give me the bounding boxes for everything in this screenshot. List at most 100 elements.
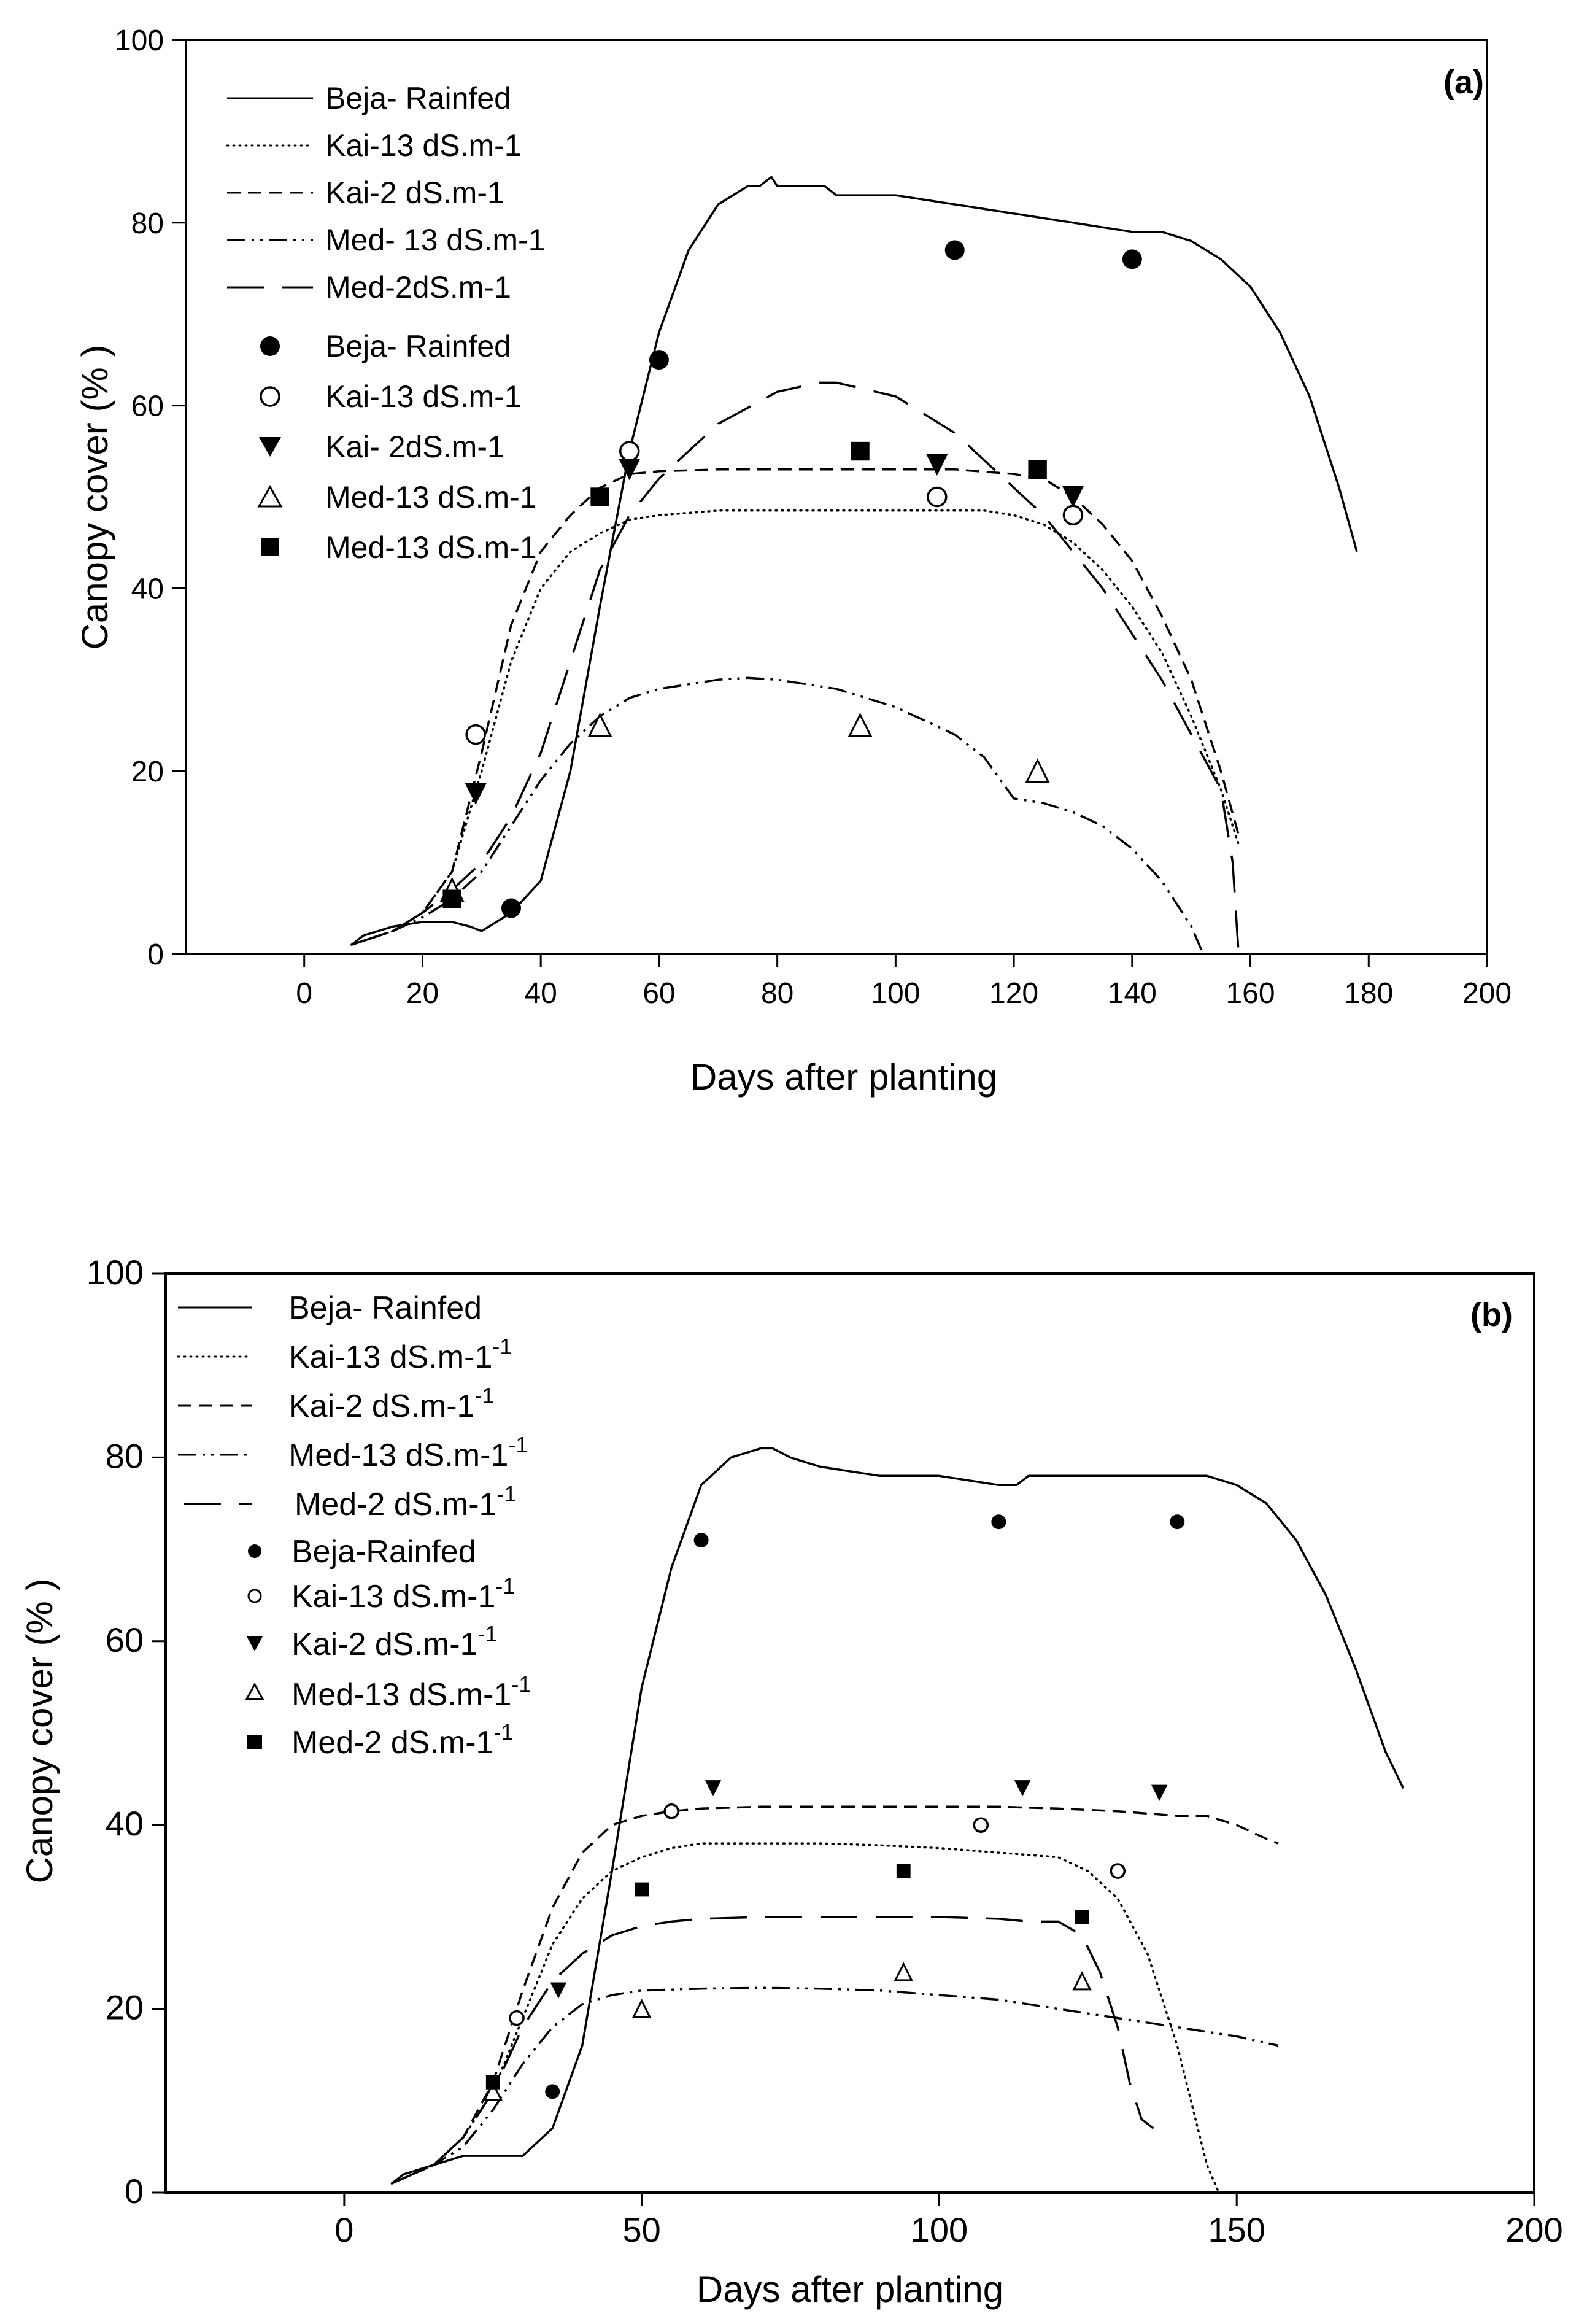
panel-a-ticks: 0 20 40 60 80 100 120 140 160 180 200 0 20 40 60 80 100 xyxy=(115,25,1512,1010)
data-point-filled-circle xyxy=(1122,249,1142,269)
series-line-1 xyxy=(350,509,1240,946)
legend-b-text-med2: Med-2 dS.m-1 xyxy=(295,1487,496,1522)
legend-a-marker-beja xyxy=(260,336,280,356)
legend-b-text-kai13: Kai-13 dS.m-1 xyxy=(288,1339,492,1375)
data-point-filled-circle xyxy=(944,240,965,260)
data-point-open-circle xyxy=(973,1817,989,1833)
panel-b-legend: Beja- Rainfed Kai-13 dS.m-1-1 Kai-2 dS.m… xyxy=(177,1290,531,1760)
data-point-filled-triangle-down xyxy=(619,459,641,481)
panel-a-frame xyxy=(185,39,1488,955)
legend-b-marker-beja xyxy=(248,1544,261,1558)
data-point-filled-triangle-down xyxy=(465,783,487,805)
legend-a-label-med2: Med-2dS.m-1 xyxy=(325,270,511,304)
x-tick-label: 120 xyxy=(989,977,1038,1010)
panel-a-legend: Beja- Rainfed Kai-13 dS.m-1 Kai-2 dS.m-1… xyxy=(226,81,545,565)
data-point-filled-square xyxy=(896,1864,911,1878)
data-point-open-triangle-up xyxy=(1072,1971,1092,1991)
x-tick-label: 100 xyxy=(871,977,920,1010)
data-point-filled-square xyxy=(590,487,609,506)
panel-b-series xyxy=(390,1447,1405,2194)
x-tick-label: 0 xyxy=(334,2210,353,2249)
y-tick-label: 20 xyxy=(106,1988,144,2027)
x-tick-label: 200 xyxy=(1462,977,1512,1010)
legend-b-label-med13-obs: Med-13 dS.m-1-1 xyxy=(292,1671,531,1713)
data-point-open-circle xyxy=(619,441,640,462)
data-point-filled-triangle-down xyxy=(550,1982,567,1999)
legend-b-sup-med2-obs: -1 xyxy=(493,1719,513,1745)
legend-a-marker-kai2 xyxy=(259,437,281,457)
y-tick-label: 80 xyxy=(106,1436,144,1475)
data-point-filled-circle xyxy=(649,350,669,370)
data-point-filled-triangle-down xyxy=(1014,1780,1031,1797)
data-point-filled-circle xyxy=(1170,1514,1185,1530)
legend-b-label-med2: Med-2 dS.m-1-1 xyxy=(295,1481,516,1522)
y-tick-label: 80 xyxy=(131,207,164,240)
legend-b-label-med2-obs: Med-2 dS.m-1-1 xyxy=(292,1719,513,1760)
y-tick-label: 60 xyxy=(131,390,164,423)
panel-b-frame xyxy=(164,1272,1535,2194)
legend-a-label-med13: Med- 13 dS.m-1 xyxy=(325,223,545,257)
legend-b-text-med2-obs: Med-2 dS.m-1 xyxy=(292,1725,493,1760)
data-point-filled-circle xyxy=(693,1533,709,1548)
data-point-filled-square xyxy=(1075,1910,1089,1924)
legend-b-label-med13: Med-13 dS.m-1-1 xyxy=(288,1432,528,1473)
legend-b-sup-kai2: -1 xyxy=(474,1383,494,1408)
legend-b-label-kai13: Kai-13 dS.m-1-1 xyxy=(288,1334,512,1375)
legend-b-text-kai2-obs: Kai-2 dS.m-1 xyxy=(292,1627,477,1662)
legend-a-label-kai13-obs: Kai-13 dS.m-1 xyxy=(325,379,522,414)
data-point-filled-square xyxy=(1028,460,1047,479)
legend-b-label-kai13-obs: Kai-13 dS.m-1-1 xyxy=(292,1573,515,1614)
panel-b-label: (b) xyxy=(1470,1296,1513,1333)
legend-b-text-kai2: Kai-2 dS.m-1 xyxy=(288,1389,474,1424)
legend-b-text-kai13-obs: Kai-13 dS.m-1 xyxy=(292,1579,495,1614)
legend-b-sup-kai13-obs: -1 xyxy=(495,1573,515,1598)
panel-b-ylabel: Canopy cover (% ) xyxy=(19,1579,60,1884)
x-tick-label: 60 xyxy=(643,977,675,1010)
legend-a-label-kai2: Kai-2 dS.m-1 xyxy=(325,176,504,210)
x-tick-label: 100 xyxy=(911,2210,968,2249)
data-point-filled-circle xyxy=(501,898,521,918)
data-point-filled-triangle-down xyxy=(1151,1784,1168,1802)
legend-b-sup-med2: -1 xyxy=(496,1481,516,1506)
legend-a-marker-kai13 xyxy=(260,386,280,407)
series-line-4 xyxy=(391,1916,1154,2185)
data-point-open-circle xyxy=(465,724,486,745)
legend-a-marker-med2 xyxy=(261,538,279,556)
x-tick-label: 0 xyxy=(296,977,312,1010)
panel-a-xlabel: Days after planting xyxy=(690,1056,997,1098)
x-tick-label: 140 xyxy=(1108,977,1157,1010)
legend-b-sup-kai2-obs: -1 xyxy=(477,1621,497,1646)
data-point-open-triangle-up xyxy=(587,712,612,737)
y-tick-label: 100 xyxy=(115,25,164,57)
legend-a-label-beja: Beja- Rainfed xyxy=(325,81,511,115)
data-point-open-circle xyxy=(927,486,948,508)
series-line-0 xyxy=(350,176,1358,946)
data-point-open-triangle-up xyxy=(483,2081,503,2101)
data-point-filled-square xyxy=(485,2075,500,2090)
panel-a-label: (a) xyxy=(1443,64,1484,101)
x-tick-label: 160 xyxy=(1226,977,1275,1010)
legend-b-text-med13-obs: Med-13 dS.m-1 xyxy=(292,1677,511,1713)
y-tick-label: 40 xyxy=(131,573,164,605)
data-point-filled-square xyxy=(442,889,461,908)
data-point-filled-square xyxy=(851,441,870,461)
x-tick-label: 150 xyxy=(1208,2210,1265,2249)
data-point-open-circle xyxy=(509,2010,525,2026)
panel-b-xlabel: Days after planting xyxy=(697,2269,1003,2310)
panel-a-markers xyxy=(439,240,1142,918)
y-tick-label: 0 xyxy=(125,2172,144,2210)
y-tick-label: 100 xyxy=(87,1253,144,1292)
panel-b-markers xyxy=(483,1514,1185,2101)
legend-b-label-kai2: Kai-2 dS.m-1-1 xyxy=(288,1383,494,1424)
data-point-open-circle xyxy=(1110,1863,1126,1879)
legend-b-label-beja: Beja- Rainfed xyxy=(288,1290,482,1326)
legend-a-label-beja-obs: Beja- Rainfed xyxy=(325,329,511,363)
panel-a-ylabel: Canopy cover (% ) xyxy=(74,345,115,650)
panel-b-ticks: 0 50 100 150 200 0 20 40 60 80 100 xyxy=(87,1253,1563,2249)
legend-b-sup-med13-obs: -1 xyxy=(511,1671,531,1697)
legend-b-sup-med13: -1 xyxy=(508,1432,528,1457)
legend-b-marker-kai13 xyxy=(247,1589,262,1603)
data-point-filled-circle xyxy=(545,2084,560,2099)
x-tick-label: 200 xyxy=(1505,2210,1562,2249)
